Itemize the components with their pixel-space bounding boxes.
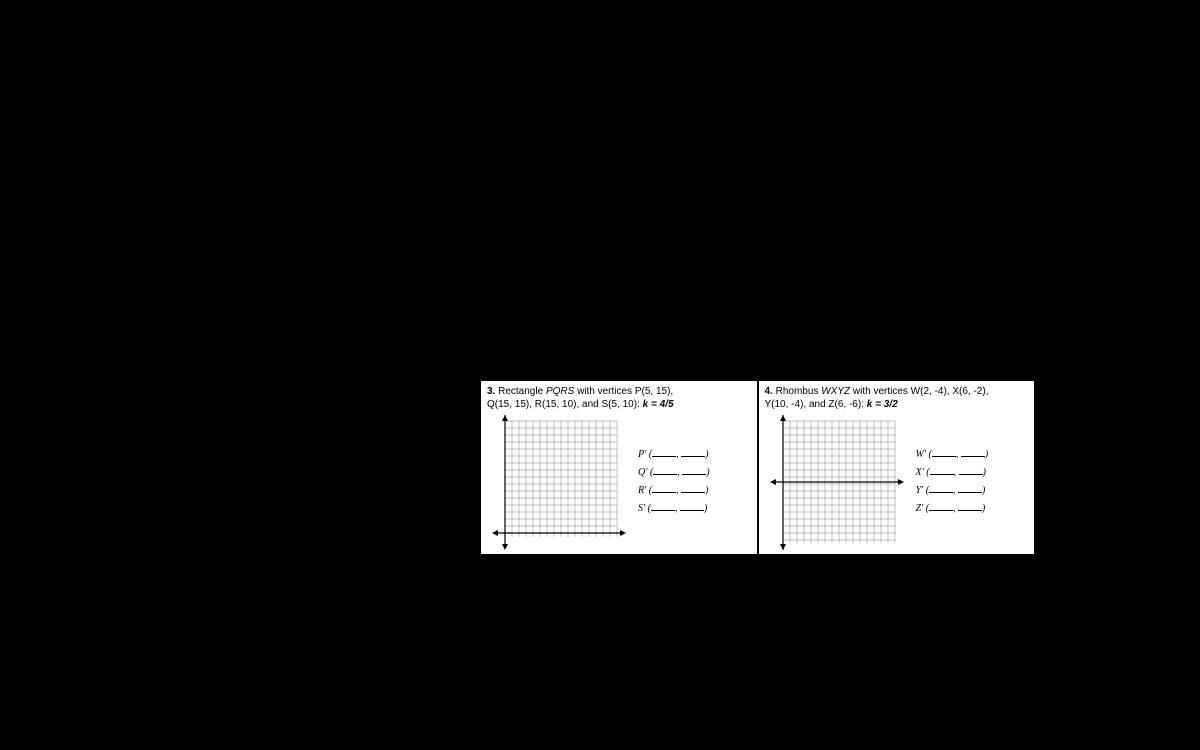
answer-r-prime: R' (, )	[638, 484, 751, 496]
answer-w-prime: W' (, )	[916, 448, 1029, 460]
problem-number: 4.	[765, 386, 773, 397]
shape-letters: PQRS	[546, 386, 574, 397]
answer-p-prime: P' (, )	[638, 448, 751, 460]
shape-name: Rhombus	[776, 386, 819, 397]
answers-area-3: P' (, ) Q' (, ) R' (, ) S' (, )	[626, 445, 751, 521]
vertices-text-1: with vertices P(5, 15),	[577, 386, 673, 397]
vertices-text-2: Q(15, 15), R(15, 10), and S(5, 10):	[487, 399, 640, 410]
coordinate-grid-right-half	[769, 415, 904, 550]
problem-3-header: 3. Rectangle PQRS with vertices P(5, 15)…	[487, 385, 751, 411]
problem-number: 3.	[487, 386, 495, 397]
k-value: k = 3/2	[867, 399, 898, 410]
problem-4-header: 4. Rhombus WXYZ with vertices W(2, -4), …	[765, 385, 1029, 411]
k-value: k = 4/5	[643, 399, 674, 410]
coordinate-grid-q1	[491, 415, 626, 550]
shape-name: Rectangle	[498, 386, 543, 397]
problem-4-body: W' (, ) X' (, ) Y' (, ) Z' (, )	[765, 415, 1029, 550]
problem-3-body: P' (, ) Q' (, ) R' (, ) S' (, )	[487, 415, 751, 550]
problem-4: 4. Rhombus WXYZ with vertices W(2, -4), …	[758, 380, 1036, 555]
answer-q-prime: Q' (, )	[638, 466, 751, 478]
answer-y-prime: Y' (, )	[916, 484, 1029, 496]
answer-x-prime: X' (, )	[916, 466, 1029, 478]
answer-z-prime: Z' (, )	[916, 502, 1029, 514]
problem-3: 3. Rectangle PQRS with vertices P(5, 15)…	[480, 380, 758, 555]
vertices-text-2: Y(10, -4), and Z(6, -6):	[765, 399, 864, 410]
answer-s-prime: S' (, )	[638, 502, 751, 514]
worksheet-container: 3. Rectangle PQRS with vertices P(5, 15)…	[480, 380, 1035, 555]
vertices-text-1: with vertices W(2, -4), X(6, -2),	[853, 386, 989, 397]
shape-letters: WXYZ	[821, 386, 850, 397]
answers-area-4: W' (, ) X' (, ) Y' (, ) Z' (, )	[904, 445, 1029, 521]
